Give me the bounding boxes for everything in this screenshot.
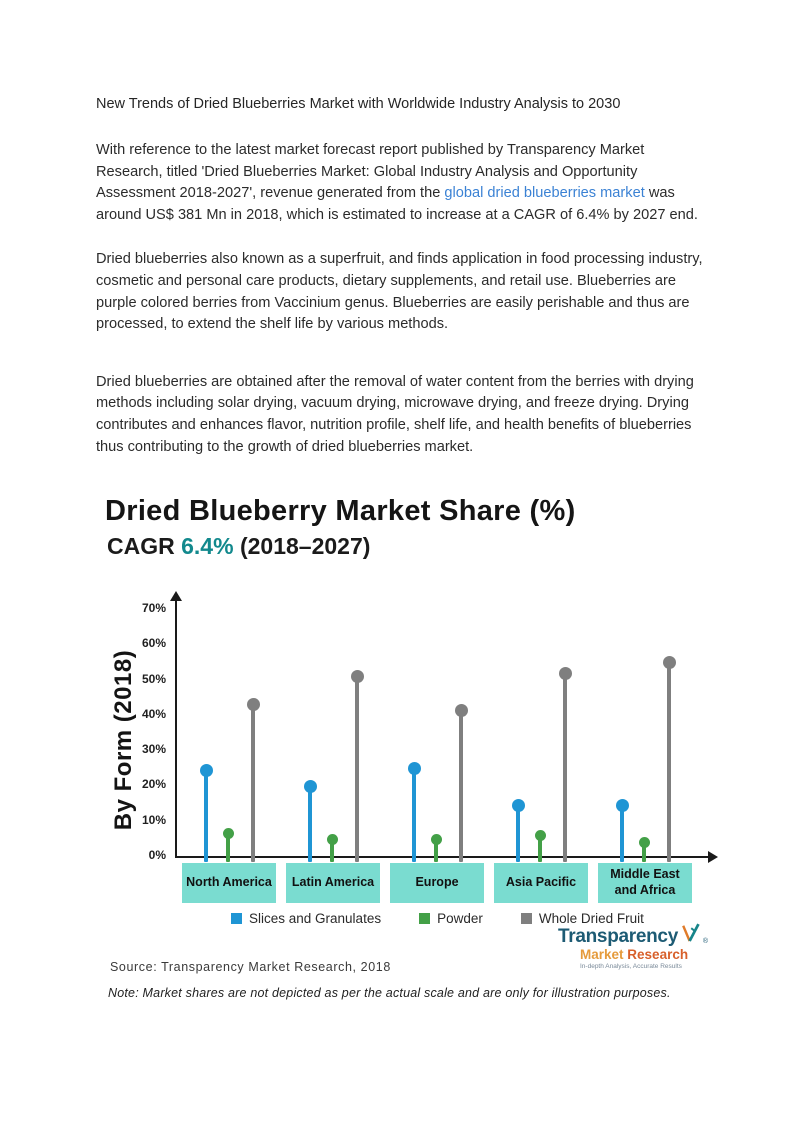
y-tick-label: 30%	[141, 742, 166, 757]
y-tick-label: 40%	[141, 706, 166, 721]
lollipop-marker	[326, 833, 338, 845]
logo-market-research-text: Market Research	[580, 947, 689, 962]
lollipop-marker	[638, 837, 650, 849]
legend-label: Whole Dried Fruit	[538, 911, 644, 926]
lollipop-stem	[620, 805, 624, 862]
lollipop-marker	[430, 833, 442, 845]
legend-swatch-icon	[520, 913, 532, 924]
lollipop-stem	[434, 839, 438, 862]
tmr-logo: Transparency ® Market Research In-depth …	[558, 923, 708, 970]
lollipop-marker	[222, 828, 234, 840]
legend-item: Whole Dried Fruit	[520, 911, 644, 926]
lollipop-marker	[534, 830, 546, 842]
article-body: New Trends of Dried Blueberries Market w…	[96, 94, 704, 481]
y-axis	[175, 600, 177, 858]
logo-tagline: In-depth Analysis, Accurate Results	[580, 963, 682, 970]
paragraph-text: With reference to the latest market fore…	[96, 142, 645, 202]
legend-swatch-icon	[231, 913, 242, 924]
legend-label: Slices and Granulates	[249, 911, 382, 926]
y-tick-label: 10%	[141, 812, 166, 827]
lollipop-marker	[511, 799, 525, 813]
chart-legend: Slices and Granulates Powder Whole Dried F…	[231, 911, 644, 926]
cagr-prefix: CAGR	[107, 533, 182, 559]
lollipop-marker	[350, 670, 364, 684]
market-share-chart: Dried Blueberry Market Share (%) CAGR 6.…	[0, 494, 794, 1054]
lollipop-stem	[667, 662, 671, 862]
logo-registered-mark: ®	[702, 938, 708, 945]
lollipop-stem	[642, 842, 646, 862]
category-label-middle-east-and-africa: Middle East and Africa	[598, 863, 692, 903]
legend-label: Powder	[437, 911, 483, 926]
lollipop-stem	[563, 673, 567, 862]
y-axis-arrow-icon	[170, 591, 182, 601]
y-tick-label: 60%	[141, 636, 166, 651]
source-citation: Source: Transparency Market Research, 20…	[110, 960, 391, 974]
logo-checkmark-icon	[682, 923, 700, 942]
lollipop-stem	[538, 835, 542, 862]
lollipop-marker	[662, 656, 676, 670]
lollipop-marker	[303, 779, 317, 793]
lollipop-marker	[407, 761, 421, 775]
lollipop-stem	[355, 676, 359, 862]
y-tick-label: 70%	[141, 601, 166, 615]
lollipop-marker	[558, 666, 572, 680]
lollipop-stem	[308, 786, 312, 862]
chart-note: Note: Market shares are not depicted as …	[108, 986, 671, 1000]
lollipop-marker	[199, 763, 213, 777]
legend-swatch-icon	[419, 913, 431, 924]
logo-transparency-text: Transparency	[558, 926, 678, 947]
legend-item: Slices and Granulates	[231, 911, 381, 926]
category-label-north-america: North America	[182, 863, 276, 903]
x-axis-arrow-icon	[708, 851, 718, 863]
paragraph-drying-methods: Dried blueberries are obtained after the…	[96, 373, 694, 455]
lollipop-marker	[454, 703, 468, 717]
lollipop-stem	[459, 710, 463, 862]
article-title: New Trends of Dried Blueberries Market w…	[96, 96, 621, 112]
category-label-asia-pacific: Asia Pacific	[494, 863, 588, 903]
cagr-years: (2018–2027)	[233, 533, 371, 559]
lollipop-marker	[615, 799, 629, 813]
lollipop-stem	[251, 704, 255, 862]
paragraph-market-forecast: With reference to the latest market fore…	[96, 140, 704, 226]
paragraph-superfruit: Dried blueberries also known as a superf…	[96, 251, 703, 333]
legend-item: Powder	[419, 911, 483, 926]
cagr-value: 6.4%	[181, 533, 234, 559]
lollipop-marker	[246, 698, 260, 712]
lollipop-stem	[412, 768, 416, 862]
y-tick-label: 50%	[141, 671, 166, 686]
lollipop-stem	[204, 770, 208, 862]
x-axis	[175, 856, 710, 858]
lollipop-stem	[226, 833, 230, 862]
chart-title: Dried Blueberry Market Share (%)	[105, 495, 576, 527]
category-label-latin-america: Latin America	[286, 863, 380, 903]
chart-subtitle-cagr: CAGR 6.4% (2018–2027)	[107, 533, 794, 560]
global-dried-blueberries-market-link[interactable]: global dried blueberries market	[444, 185, 645, 202]
lollipop-stem	[516, 805, 520, 862]
y-tick-label: 0%	[148, 848, 166, 862]
category-label-europe: Europe	[390, 863, 484, 903]
y-tick-label: 20%	[141, 777, 166, 792]
chart-plot: By Form (2018) 0% 10% 20% 30% 40% 50% 60% 70% No…	[100, 590, 745, 910]
lollipop-stem	[330, 839, 334, 862]
paragraph-text: was around US$ 381 Mn in 2018, which is …	[96, 185, 698, 223]
